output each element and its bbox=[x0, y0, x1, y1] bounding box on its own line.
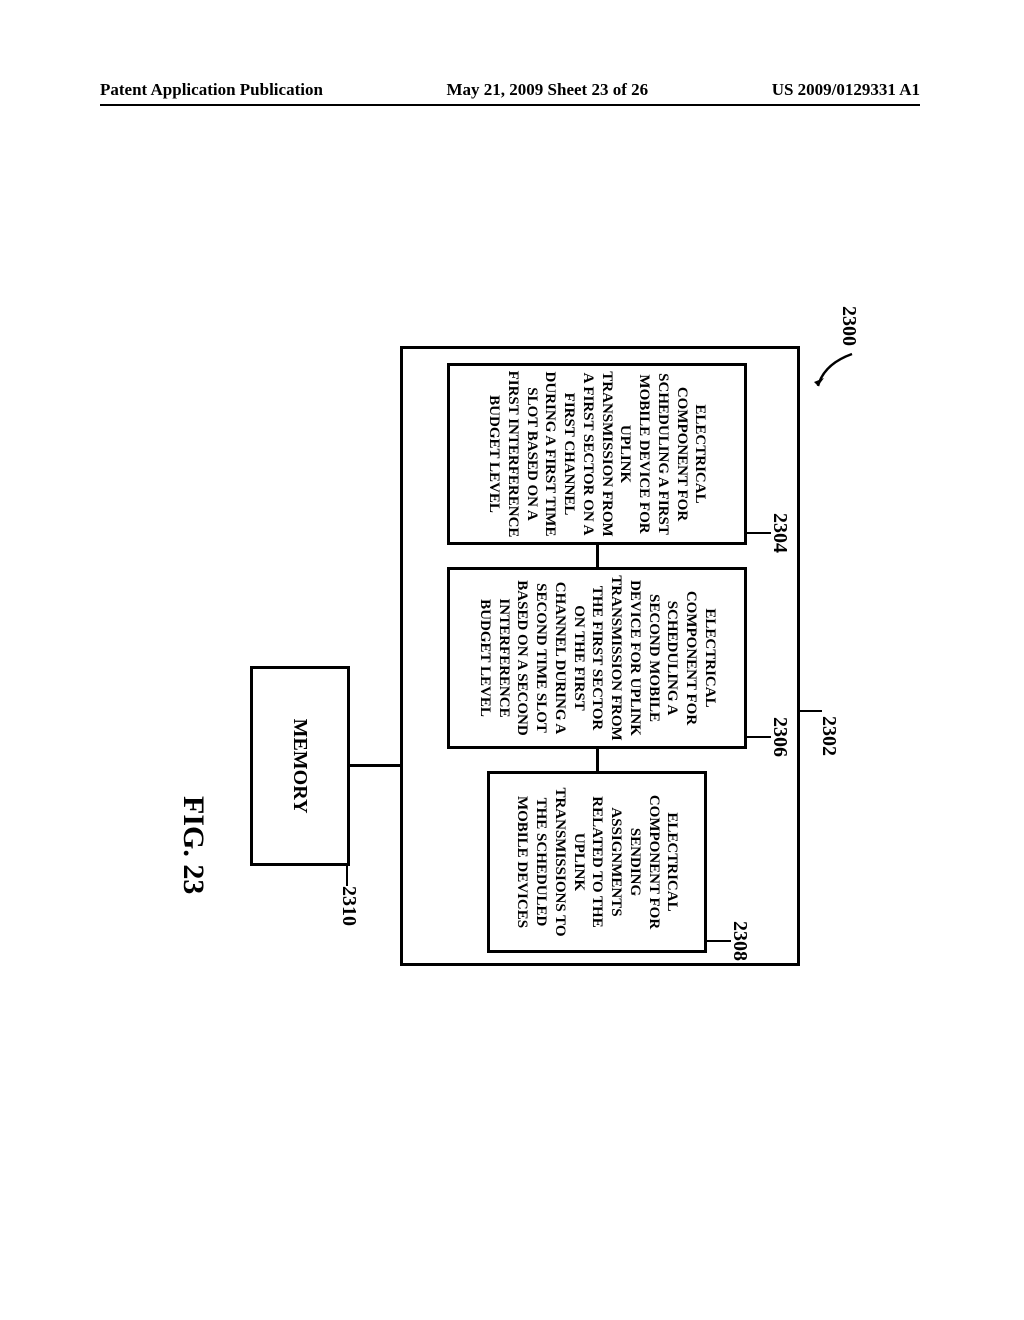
arrow-icon bbox=[810, 352, 854, 396]
page-header: Patent Application Publication May 21, 2… bbox=[100, 80, 920, 106]
rotated-group: 2300 2302 2304 2306 2308 bbox=[160, 306, 860, 1006]
box-2308-text: ELECTRICAL COMPONENT FOR SENDING ASSIGNM… bbox=[513, 778, 682, 946]
box-2306: ELECTRICAL COMPONENT FOR SCHEDULING A SE… bbox=[447, 567, 747, 749]
header-left: Patent Application Publication bbox=[100, 80, 323, 100]
ref-number-2302: 2302 bbox=[817, 716, 840, 756]
leader-2308 bbox=[707, 940, 731, 942]
connector-2-3 bbox=[596, 749, 599, 771]
figure-caption: FIG. 23 bbox=[176, 796, 210, 894]
leader-2302 bbox=[800, 710, 822, 712]
memory-label: MEMORY bbox=[289, 719, 312, 814]
leader-2306 bbox=[747, 736, 771, 738]
connector-outer-memory bbox=[350, 764, 400, 767]
ref-number-2310: 2310 bbox=[337, 886, 360, 926]
leader-2310 bbox=[346, 866, 348, 886]
box-2304: ELECTRICAL COMPONENT FOR SCHEDULING A FI… bbox=[447, 363, 747, 545]
header-right: US 2009/0129331 A1 bbox=[772, 80, 920, 100]
memory-box: MEMORY bbox=[250, 666, 350, 866]
figure-diagram: 2300 2302 2304 2306 2308 bbox=[100, 206, 920, 1106]
box-2308: ELECTRICAL COMPONENT FOR SENDING ASSIGNM… bbox=[487, 771, 707, 953]
ref-number-2300: 2300 bbox=[837, 306, 860, 346]
outer-box-2302: 2304 2306 2308 ELECTRICAL COMPONENT FOR … bbox=[400, 346, 800, 966]
box-2306-text: ELECTRICAL COMPONENT FOR SCHEDULING A SE… bbox=[475, 574, 719, 742]
ref-2300: 2300 bbox=[800, 306, 860, 396]
ref-number-2304: 2304 bbox=[768, 513, 791, 553]
ref-number-2308: 2308 bbox=[728, 921, 751, 961]
connector-1-2 bbox=[596, 545, 599, 567]
leader-2304 bbox=[747, 532, 771, 534]
box-2304-text: ELECTRICAL COMPONENT FOR SCHEDULING A FI… bbox=[485, 370, 710, 538]
ref-number-2306: 2306 bbox=[768, 717, 791, 757]
header-center: May 21, 2009 Sheet 23 of 26 bbox=[447, 80, 649, 100]
